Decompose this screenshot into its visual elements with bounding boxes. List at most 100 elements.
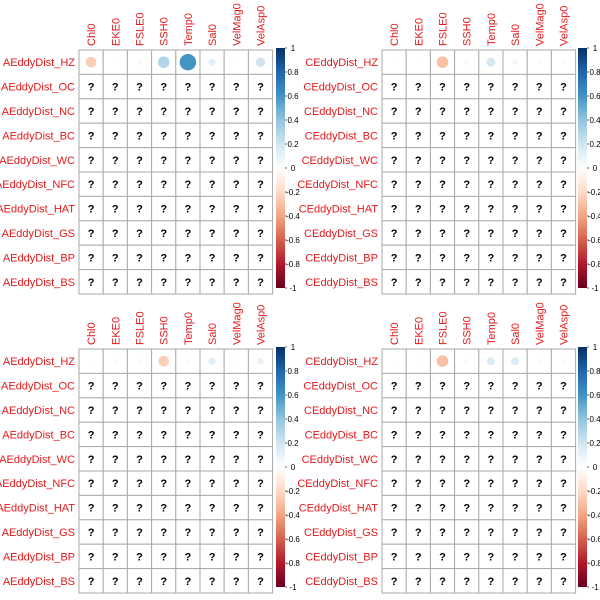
colorbar-tick-label: 0.4 xyxy=(287,415,299,424)
missing-value-marker: ? xyxy=(160,252,167,264)
missing-value-marker: ? xyxy=(160,478,167,490)
missing-value-marker: ? xyxy=(209,179,216,191)
cell xyxy=(175,519,201,545)
row-label: AEddyDist_NFC xyxy=(0,478,75,490)
row-label: AEddyDist_WC xyxy=(0,155,75,167)
cell xyxy=(381,171,407,197)
row-label: AEddyDist_BP xyxy=(3,551,75,563)
row-label: AEddyDist_GS xyxy=(2,527,75,539)
colorbar-tick-label: 0.4 xyxy=(589,415,600,424)
colorbar-tick-label: 0 xyxy=(291,164,296,173)
correlation-circle xyxy=(208,58,216,66)
cell xyxy=(151,397,177,423)
missing-value-marker: ? xyxy=(415,405,422,417)
missing-value-marker: ? xyxy=(185,179,192,191)
missing-value-marker: ? xyxy=(160,405,167,417)
missing-value-marker: ? xyxy=(488,551,495,563)
missing-value-marker: ? xyxy=(536,106,543,118)
missing-value-marker: ? xyxy=(391,204,398,216)
missing-value-marker: ? xyxy=(463,252,470,264)
cell xyxy=(429,122,456,149)
colorbar-tick-label: 0.2 xyxy=(589,140,600,149)
missing-value-marker: ? xyxy=(136,478,143,490)
colorbar-tick-label: 0.6 xyxy=(589,92,600,101)
missing-value-marker: ? xyxy=(88,204,95,216)
colorbar-tick-label: -0.8 xyxy=(286,559,300,568)
cell xyxy=(381,446,407,472)
column-label: Chl0 xyxy=(389,322,401,345)
missing-value-marker: ? xyxy=(136,252,143,264)
missing-value-marker: ? xyxy=(512,228,519,240)
missing-value-marker: ? xyxy=(560,454,567,466)
missing-value-marker: ? xyxy=(160,130,167,142)
row-label: CEddyDist_BC xyxy=(305,429,378,441)
correlation-circle xyxy=(464,60,469,65)
colorbar-tick-label: -1 xyxy=(591,583,599,592)
missing-value-marker: ? xyxy=(536,503,543,515)
missing-value-marker: ? xyxy=(160,429,167,441)
cell xyxy=(126,269,153,295)
missing-value-marker: ? xyxy=(560,106,567,118)
colorbar-tick-label: -0.8 xyxy=(588,260,600,269)
missing-value-marker: ? xyxy=(536,527,543,539)
cell xyxy=(550,269,577,295)
missing-value-marker: ? xyxy=(512,503,519,515)
cell xyxy=(175,195,201,222)
missing-value-marker: ? xyxy=(488,527,495,539)
missing-value-marker: ? xyxy=(415,204,422,216)
cell xyxy=(102,470,128,496)
cell xyxy=(126,568,153,594)
missing-value-marker: ? xyxy=(560,130,567,142)
correlation-circle xyxy=(416,359,420,363)
cell xyxy=(247,73,274,100)
missing-value-marker: ? xyxy=(415,551,422,563)
missing-value-marker: ? xyxy=(536,551,543,563)
missing-value-marker: ? xyxy=(160,82,167,94)
cell xyxy=(126,220,153,246)
cell xyxy=(78,568,104,594)
colorbar-tick-label: 1 xyxy=(291,343,296,352)
cell xyxy=(175,543,201,570)
missing-value-marker: ? xyxy=(185,381,192,393)
missing-value-marker: ? xyxy=(233,381,240,393)
correlation-circle xyxy=(137,359,142,364)
cell xyxy=(126,519,153,545)
cell xyxy=(550,73,577,100)
column-label: Temp0 xyxy=(183,312,195,345)
missing-value-marker: ? xyxy=(463,576,470,588)
column-label: Chl0 xyxy=(86,23,98,46)
missing-value-marker: ? xyxy=(233,228,240,240)
colorbar-tick-label: 0.8 xyxy=(589,68,600,77)
row-label: CEddyDist_BS xyxy=(305,576,378,588)
cell xyxy=(550,348,577,374)
missing-value-marker: ? xyxy=(560,381,567,393)
missing-value-marker: ? xyxy=(391,454,398,466)
missing-value-marker: ? xyxy=(415,155,422,167)
missing-value-marker: ? xyxy=(185,277,192,289)
missing-value-marker: ? xyxy=(415,527,422,539)
cell xyxy=(429,543,456,570)
missing-value-marker: ? xyxy=(488,503,495,515)
row-label: AEddyDist_OC xyxy=(1,381,75,393)
missing-value-marker: ? xyxy=(160,527,167,539)
cell xyxy=(199,397,225,423)
missing-value-marker: ? xyxy=(536,277,543,289)
missing-value-marker: ? xyxy=(88,527,95,539)
missing-value-marker: ? xyxy=(136,228,143,240)
missing-value-marker: ? xyxy=(560,204,567,216)
correlation-circle xyxy=(113,60,117,64)
correlation-circle xyxy=(512,59,518,65)
colorbar-tick-label: -0.2 xyxy=(286,188,300,197)
row-label: AEddyDist_BS xyxy=(3,277,75,289)
missing-value-marker: ? xyxy=(185,454,192,466)
missing-value-marker: ? xyxy=(112,277,119,289)
cell xyxy=(502,519,528,545)
cell xyxy=(175,494,201,521)
cell xyxy=(223,269,249,295)
row-label: CEddyDist_GS xyxy=(304,228,378,240)
missing-value-marker: ? xyxy=(463,179,470,191)
cell xyxy=(199,98,225,124)
cell xyxy=(126,122,153,149)
cell xyxy=(247,244,274,271)
cell xyxy=(550,494,577,521)
